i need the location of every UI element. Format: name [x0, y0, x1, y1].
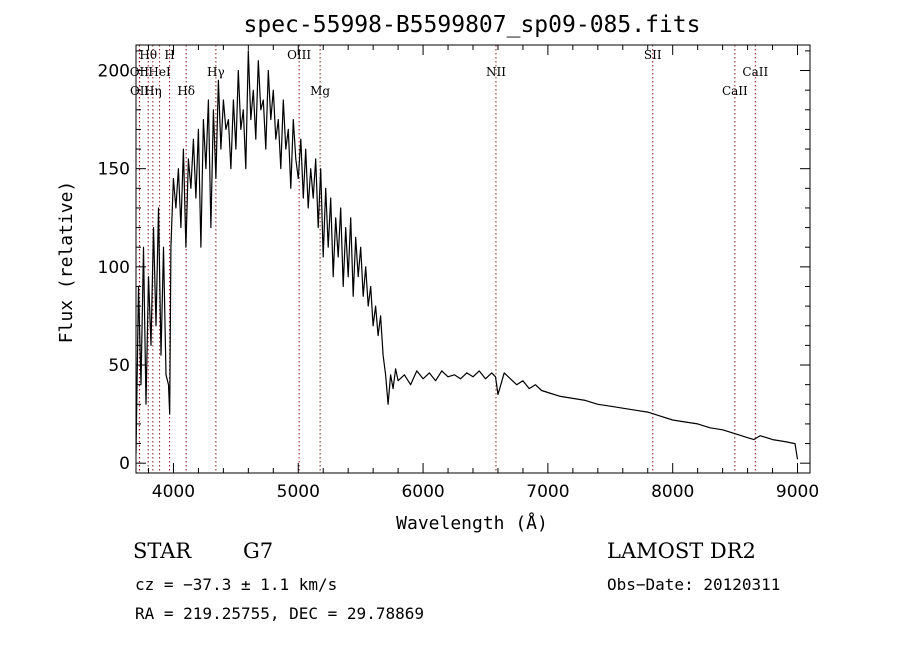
spectral-line-label: OIII: [287, 48, 311, 62]
x-tick-label: 5000: [277, 482, 320, 502]
x-tick-label: 4000: [152, 482, 195, 502]
y-tick-label: 200: [98, 62, 130, 82]
y-tick-label: 0: [119, 454, 130, 474]
x-axis-label: Wavelength (Å): [396, 512, 548, 534]
subclass: G7: [243, 539, 273, 563]
x-tick-label: 9000: [776, 482, 819, 502]
spectrum-series-line: [136, 50, 799, 460]
axis-ticks: 4000 5000 6000 7000 8000 9000 0 50 100 150 200: [98, 45, 819, 502]
spectral-line-label: Hγ: [207, 65, 225, 79]
spectral-line-label: Hθ: [139, 48, 157, 62]
y-axis-label: Flux (relative): [56, 181, 77, 344]
redshift-text: cz = −37.3 ± 1.1 km/s: [135, 575, 337, 594]
spectral-line-label: SII: [644, 48, 662, 62]
plot-area: [136, 45, 799, 473]
chart-title: spec-55998-B5599807_sp09-085.fits: [244, 12, 701, 38]
spectral-line-label: OII: [130, 84, 150, 98]
y-tick-label: 150: [98, 160, 130, 180]
coordinates: RA = 219.25755, DEC = 29.78869: [135, 604, 424, 623]
spectral-line-label: H: [164, 48, 174, 62]
spectral-line-label: CaII: [722, 84, 748, 98]
spectral-line-label: HeI: [148, 65, 171, 79]
spectral-line-label: Hδ: [177, 84, 195, 98]
spectral-line-label: OII: [130, 65, 150, 79]
spectral-line-label: Hη: [144, 84, 162, 98]
x-tick-label: 8000: [651, 482, 694, 502]
object-class: STAR: [133, 539, 192, 563]
y-tick-label: 100: [98, 258, 130, 278]
y-tick-label: 50: [108, 356, 130, 376]
obs-date: Obs−Date: 20120311: [607, 575, 780, 594]
spectral-line-label: CaII: [742, 65, 768, 79]
x-tick-label: 6000: [401, 482, 444, 502]
survey-name: LAMOST DR2: [607, 539, 756, 563]
x-tick-label: 7000: [526, 482, 569, 502]
spectral-line-label: Mg: [310, 84, 330, 98]
spectral-line-label: NII: [486, 65, 506, 79]
